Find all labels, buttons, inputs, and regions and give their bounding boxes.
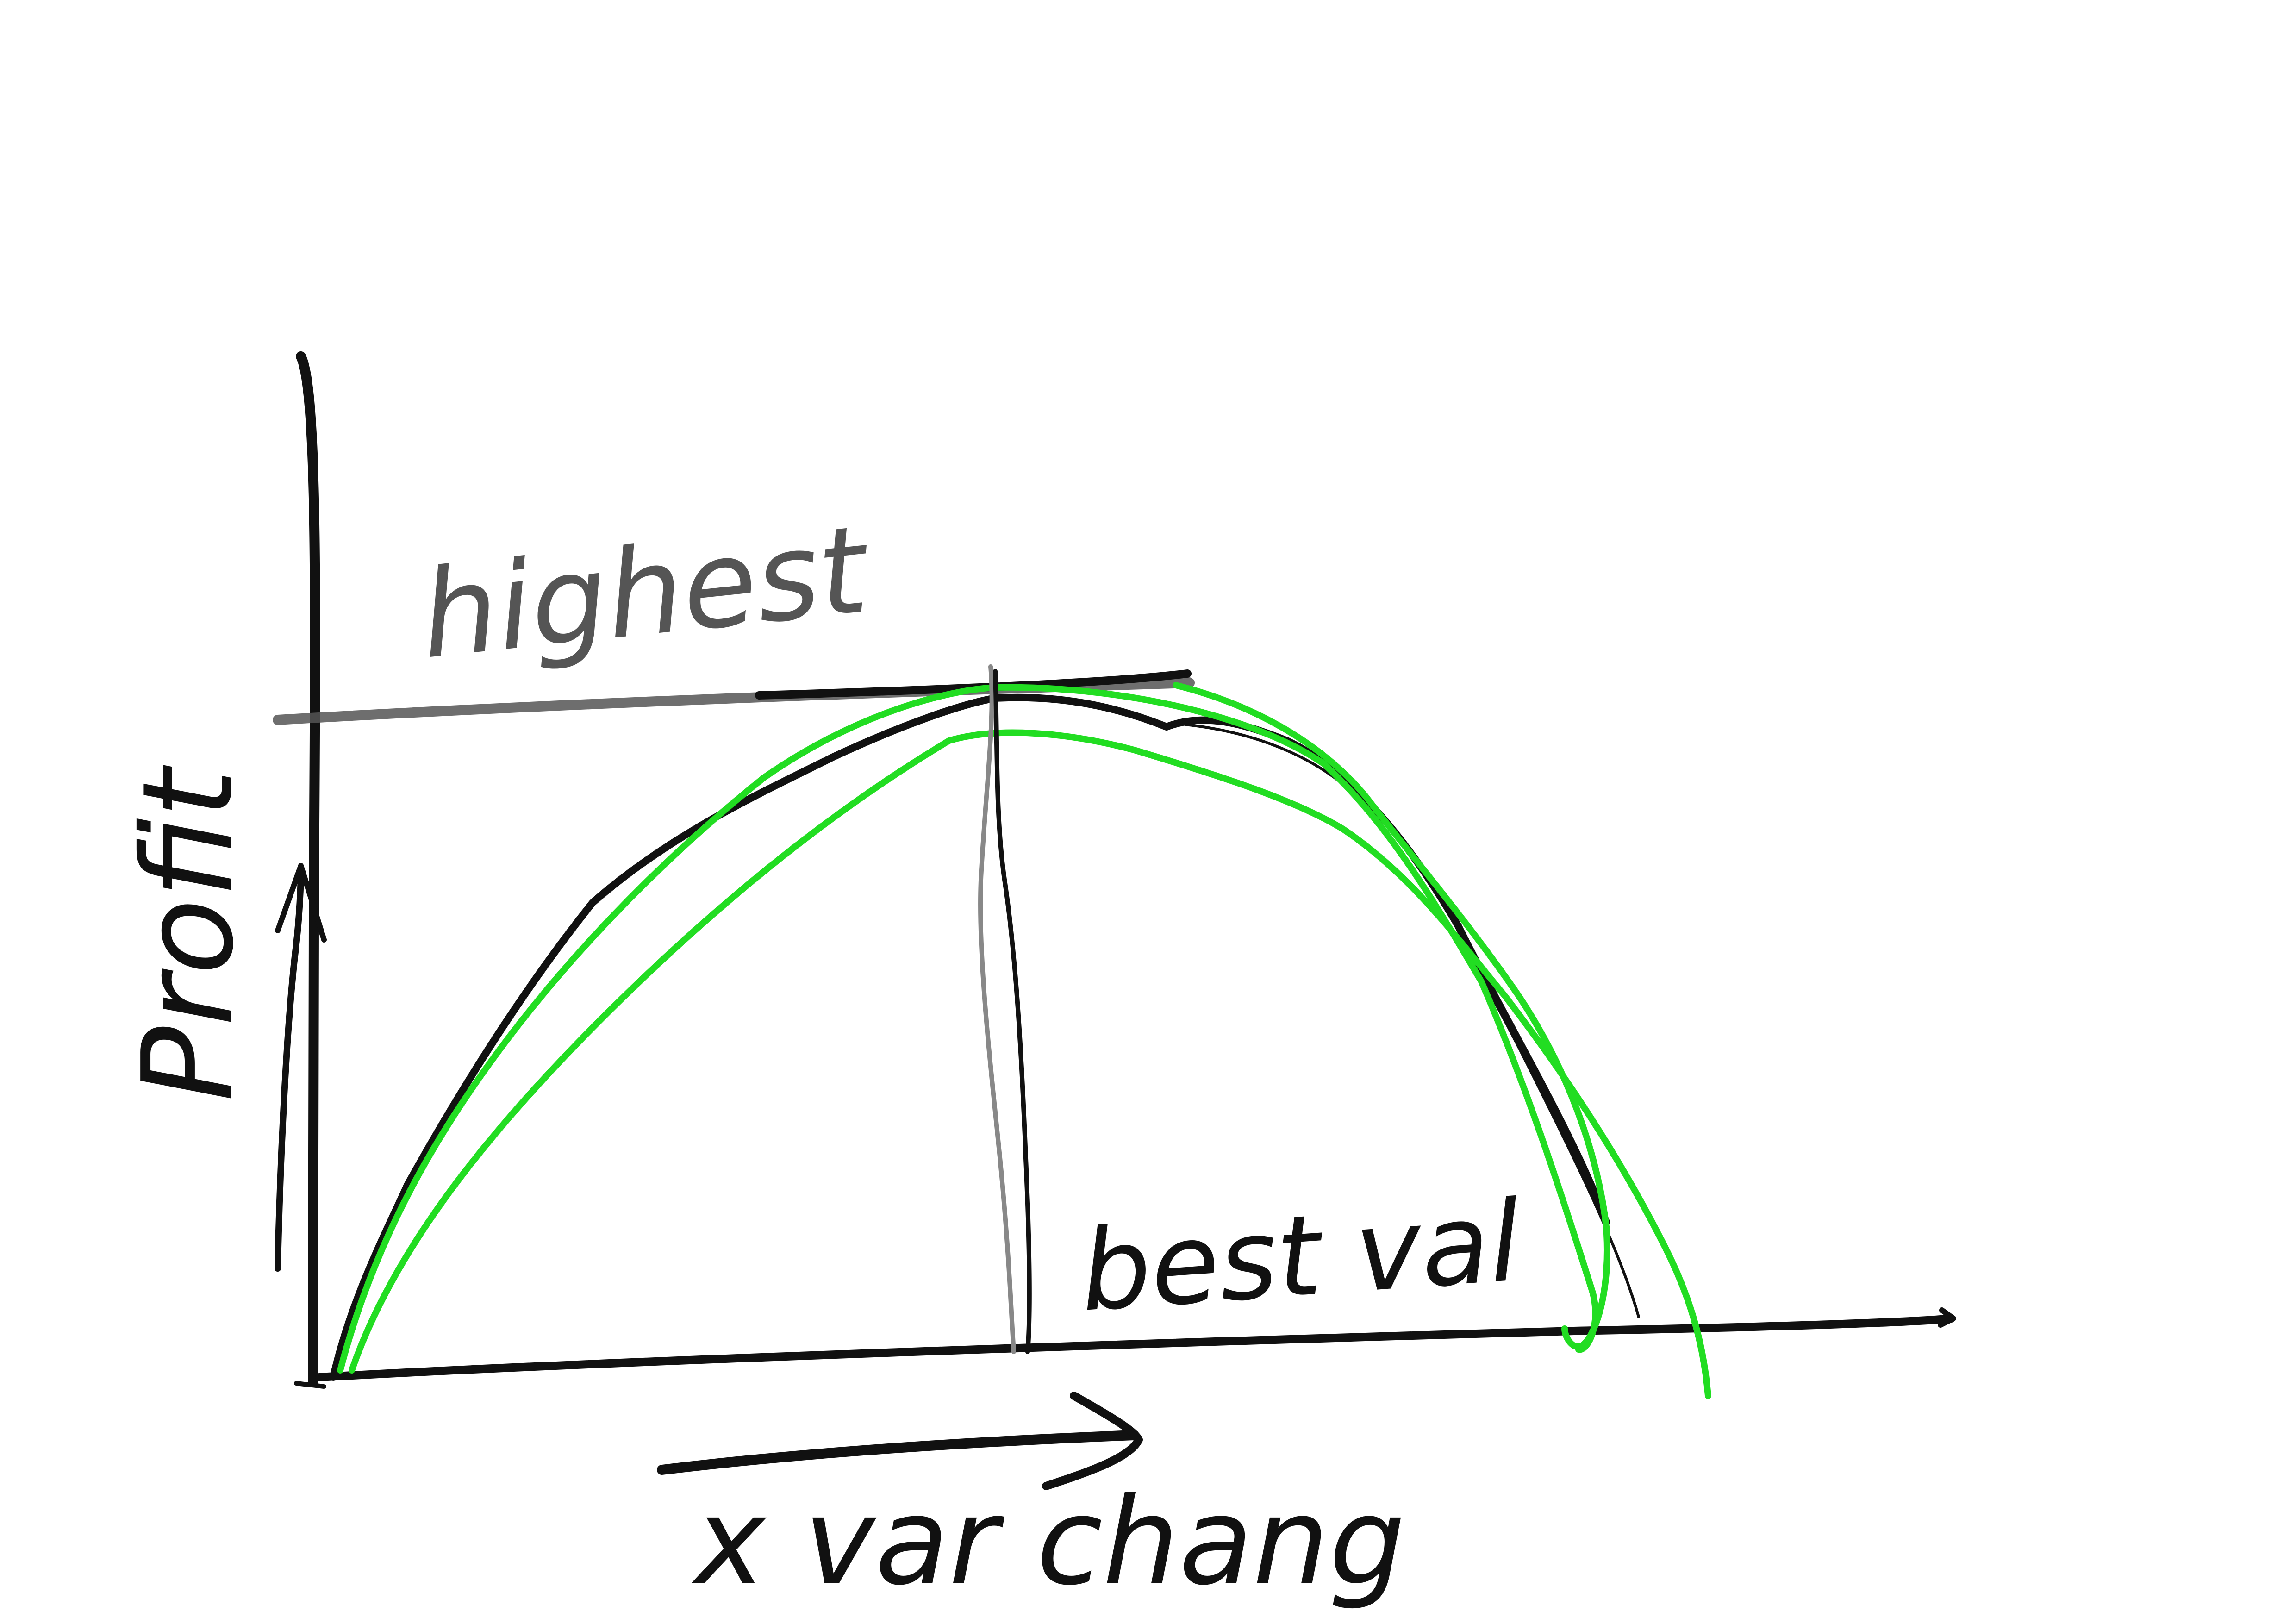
optimum-vertical-marker — [978, 664, 1016, 1354]
peak-marker-label: best val — [1076, 1176, 1524, 1337]
axis-origin-tick — [294, 1381, 326, 1389]
x-axis-line — [315, 1314, 1955, 1381]
y-axis-label: Profit — [115, 763, 261, 1102]
x-axis-tip — [1938, 1307, 1956, 1328]
profit-curve-green-3 — [1173, 682, 1610, 1350]
optimum-vertical-marker-dark — [993, 669, 1032, 1354]
profit-curve-green-2 — [349, 729, 1711, 1399]
x-axis-label: x var chang — [691, 1472, 1405, 1612]
profit-curve-black — [330, 693, 1610, 1381]
x-direction-arrow-shaft — [657, 1430, 1139, 1475]
y-direction-arrow-shaft — [275, 867, 304, 1272]
top-line-label: highest — [414, 500, 878, 686]
profit-curve-green-1 — [337, 684, 1599, 1374]
y-direction-arrow-head — [275, 863, 327, 943]
x-direction-arrow-head — [1042, 1392, 1143, 1490]
